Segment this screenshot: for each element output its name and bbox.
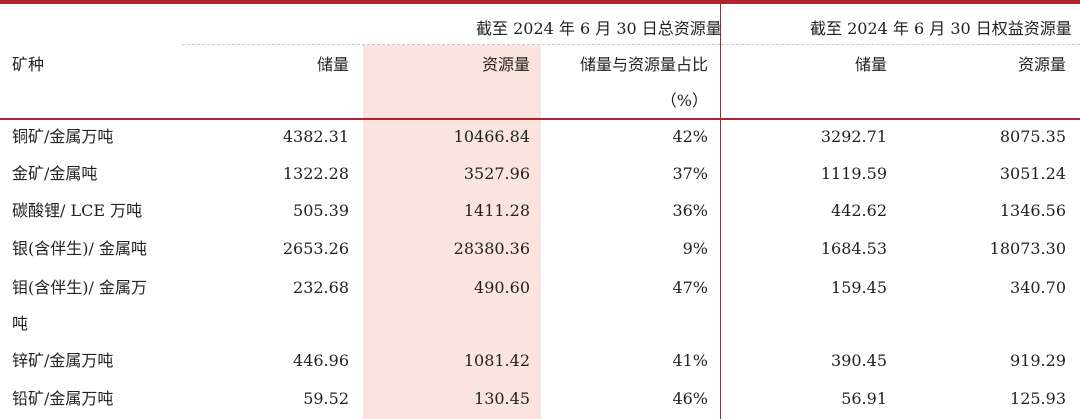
reserves-column-header: 储量 (316, 55, 349, 74)
table-cell-equity-resources: 18073.30 (989, 239, 1066, 258)
table-row-mineral: 铅矿/金属万吨 (12, 389, 114, 408)
group-divider (720, 4, 721, 419)
table-cell-ratio: 42% (672, 127, 708, 146)
table-cell-reserves: 232.68 (293, 278, 349, 297)
header-divider-equity (721, 44, 1080, 45)
table-cell-reserves: 1322.28 (282, 164, 349, 183)
table-cell-equity-reserves: 390.45 (831, 351, 887, 370)
table-row-mineral-continued: 吨 (12, 314, 29, 333)
table-row-mineral: 银(含伴生)/ 金属吨 (12, 239, 147, 258)
resources-column-highlight (363, 45, 541, 419)
table-row-mineral: 锌矿/金属万吨 (12, 351, 114, 370)
table-cell-equity-reserves: 56.91 (841, 389, 887, 408)
table-row-mineral: 钼(含伴生)/ 金属万 (12, 278, 147, 297)
table-cell-equity-reserves: 442.62 (831, 201, 887, 220)
table-cell-ratio: 9% (682, 239, 708, 258)
table-cell-reserves: 59.52 (303, 389, 349, 408)
table-cell-equity-resources: 8075.35 (999, 127, 1066, 146)
table-cell-ratio: 36% (672, 201, 708, 220)
equity-resources-column-header: 资源量 (1017, 55, 1066, 74)
header-bottom-border (0, 118, 1080, 120)
table-cell-resources: 1081.42 (463, 351, 530, 370)
table-cell-ratio: 37% (672, 164, 708, 183)
equity-resources-group-header: 截至 2024 年 6 月 30 日权益资源量 (810, 19, 1072, 38)
top-border (0, 0, 1080, 4)
table-cell-ratio: 41% (672, 351, 708, 370)
ratio-column-header: 储量与资源量占比 (579, 55, 708, 74)
resources-column-header: 资源量 (481, 55, 530, 74)
table-cell-resources: 490.60 (474, 278, 530, 297)
table-cell-ratio: 46% (672, 389, 708, 408)
table-cell-reserves: 4382.31 (282, 127, 349, 146)
table-cell-reserves: 446.96 (293, 351, 349, 370)
equity-reserves-column-header: 储量 (854, 55, 887, 74)
table-cell-ratio: 47% (672, 278, 708, 297)
table-cell-equity-resources: 125.93 (1010, 389, 1066, 408)
table-cell-resources: 3527.96 (463, 164, 530, 183)
table-cell-equity-reserves: 1684.53 (820, 239, 887, 258)
table-cell-equity-resources: 1346.56 (999, 201, 1066, 220)
table-cell-equity-resources: 340.70 (1010, 278, 1066, 297)
table-cell-resources: 1411.28 (463, 201, 530, 220)
table-cell-equity-reserves: 1119.59 (820, 164, 887, 183)
table-cell-equity-resources: 3051.24 (999, 164, 1066, 183)
mineral-column-header: 矿种 (12, 55, 45, 74)
table-row-mineral: 碳酸锂/ LCE 万吨 (12, 201, 143, 220)
table-cell-equity-reserves: 159.45 (831, 278, 887, 297)
table-cell-equity-resources: 919.29 (1010, 351, 1066, 370)
ratio-unit-label: （%） (660, 91, 708, 110)
table-cell-reserves: 2653.26 (282, 239, 349, 258)
header-divider-total (182, 44, 720, 45)
table-row-mineral: 金矿/金属吨 (12, 164, 98, 183)
table-cell-resources: 130.45 (474, 389, 530, 408)
table-cell-equity-reserves: 3292.71 (820, 127, 887, 146)
table-cell-resources: 10466.84 (453, 127, 530, 146)
table-cell-resources: 28380.36 (453, 239, 530, 258)
table-row-mineral: 铜矿/金属万吨 (12, 127, 114, 146)
table-cell-reserves: 505.39 (293, 201, 349, 220)
total-resources-group-header: 截至 2024 年 6 月 30 日总资源量 (476, 19, 722, 38)
